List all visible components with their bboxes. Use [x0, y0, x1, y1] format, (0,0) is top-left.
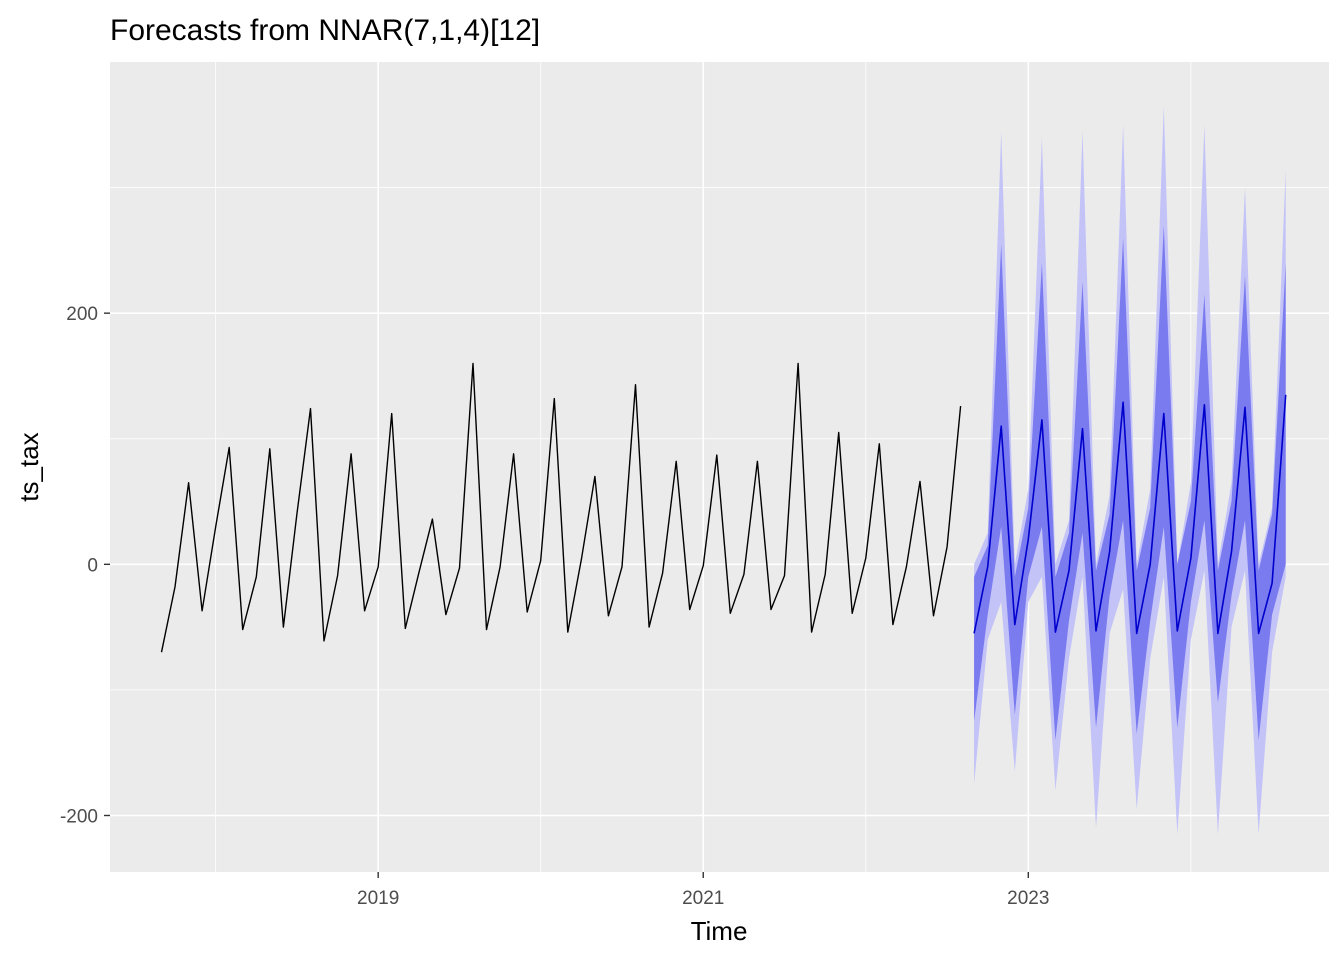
y-tick-label: 0 [87, 555, 98, 576]
pi80-band [974, 225, 1286, 741]
plot-panel [110, 62, 1329, 872]
observed-series-line [160, 362, 962, 653]
x-axis-title: Time [691, 916, 748, 946]
x-tick-label: 2019 [357, 888, 399, 909]
y-tick-label: -200 [60, 806, 98, 827]
forecast-series-line [973, 394, 1287, 635]
chart-title: Forecasts from NNAR(7,1,4)[12] [110, 14, 540, 47]
x-tick-label: 2021 [682, 888, 724, 909]
y-tick-label: 200 [66, 304, 98, 325]
prediction-interval-80 [974, 225, 1286, 741]
y-axis-title: ts_tax [14, 432, 44, 501]
series-lines [160, 362, 1287, 653]
x-tick-label: 2023 [1007, 888, 1049, 909]
axes: 2019 2021 2023 -200 0 200 [60, 304, 1049, 909]
